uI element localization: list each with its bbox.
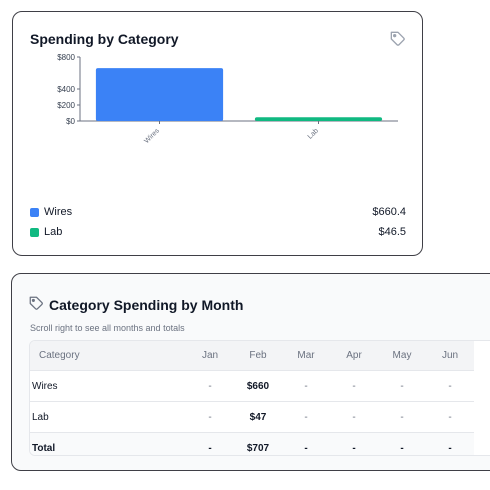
x-tick-label: Wires: [143, 127, 161, 145]
category-spending-by-month-card: Category Spending by Month Scroll right …: [11, 273, 490, 471]
table-cell: -: [426, 432, 474, 455]
table-row: Wires - $660 - - - -: [30, 370, 474, 402]
legend-label: Lab: [44, 226, 63, 238]
legend-item: Lab $46.5: [30, 224, 406, 242]
legend-label: Wires: [44, 206, 73, 218]
column-header-month: Mar: [282, 341, 330, 371]
monthly-table-scroll[interactable]: Category Jan Feb Mar Apr May Jun Wires -…: [29, 340, 490, 456]
table-cell: -: [186, 370, 234, 402]
table-cell: $47: [234, 401, 282, 433]
table-cell: -: [186, 401, 234, 433]
x-tick-label: Lab: [307, 127, 320, 140]
y-tick-label: $200: [57, 101, 75, 110]
legend-value: $660.4: [372, 206, 406, 218]
card-title: Spending by Category: [30, 31, 179, 47]
y-tick-label: $0: [66, 117, 75, 126]
row-total-label: Total: [30, 432, 186, 455]
table-cell: -: [378, 401, 426, 433]
column-header-category: Category: [30, 341, 186, 371]
table-header-row: Category Jan Feb Mar Apr May Jun: [30, 341, 474, 371]
table-total-row: Total - $707 - - - -: [30, 432, 474, 455]
bar-lab: [254, 117, 383, 121]
column-header-month: Apr: [330, 341, 378, 371]
table-cell: -: [282, 401, 330, 433]
column-header-month: Feb: [234, 341, 282, 371]
y-tick-label: $400: [57, 85, 75, 94]
spending-by-category-card: Spending by Category $800 $400 $200 $0 Wire…: [12, 11, 423, 256]
table-row: Lab - $47 - - - -: [30, 401, 474, 433]
table-cell: -: [330, 370, 378, 402]
row-category: Wires: [30, 370, 186, 402]
legend-item: Wires $660.4: [30, 204, 406, 222]
legend-swatch: [30, 228, 39, 237]
spending-bar-chart: $800 $400 $200 $0 Wires Lab: [57, 53, 398, 145]
bar-wires: [95, 68, 224, 121]
table-cell: $707: [234, 432, 282, 455]
y-tick-label: $800: [57, 53, 75, 62]
table-cell: -: [378, 432, 426, 455]
column-header-month: May: [378, 341, 426, 371]
column-header-month: Jun: [426, 341, 474, 371]
monthly-spending-table: Category Jan Feb Mar Apr May Jun Wires -…: [30, 341, 474, 455]
card-title: Category Spending by Month: [49, 297, 244, 313]
row-category: Lab: [30, 401, 186, 433]
table-cell: -: [282, 370, 330, 402]
table-cell: -: [426, 370, 474, 402]
table-cell: -: [186, 432, 234, 455]
legend-value: $46.5: [378, 226, 406, 238]
table-cell: -: [282, 432, 330, 455]
tag-icon: [29, 296, 43, 310]
table-cell: -: [330, 401, 378, 433]
tag-icon: [390, 31, 405, 46]
table-cell: $660: [234, 370, 282, 402]
legend-swatch: [30, 208, 39, 217]
scroll-hint: Scroll right to see all months and total…: [30, 323, 185, 333]
table-cell: -: [378, 370, 426, 402]
table-cell: -: [426, 401, 474, 433]
column-header-month: Jan: [186, 341, 234, 371]
table-cell: -: [330, 432, 378, 455]
